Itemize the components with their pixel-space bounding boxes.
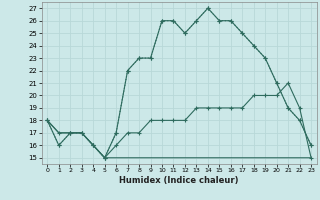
X-axis label: Humidex (Indice chaleur): Humidex (Indice chaleur) (119, 176, 239, 185)
